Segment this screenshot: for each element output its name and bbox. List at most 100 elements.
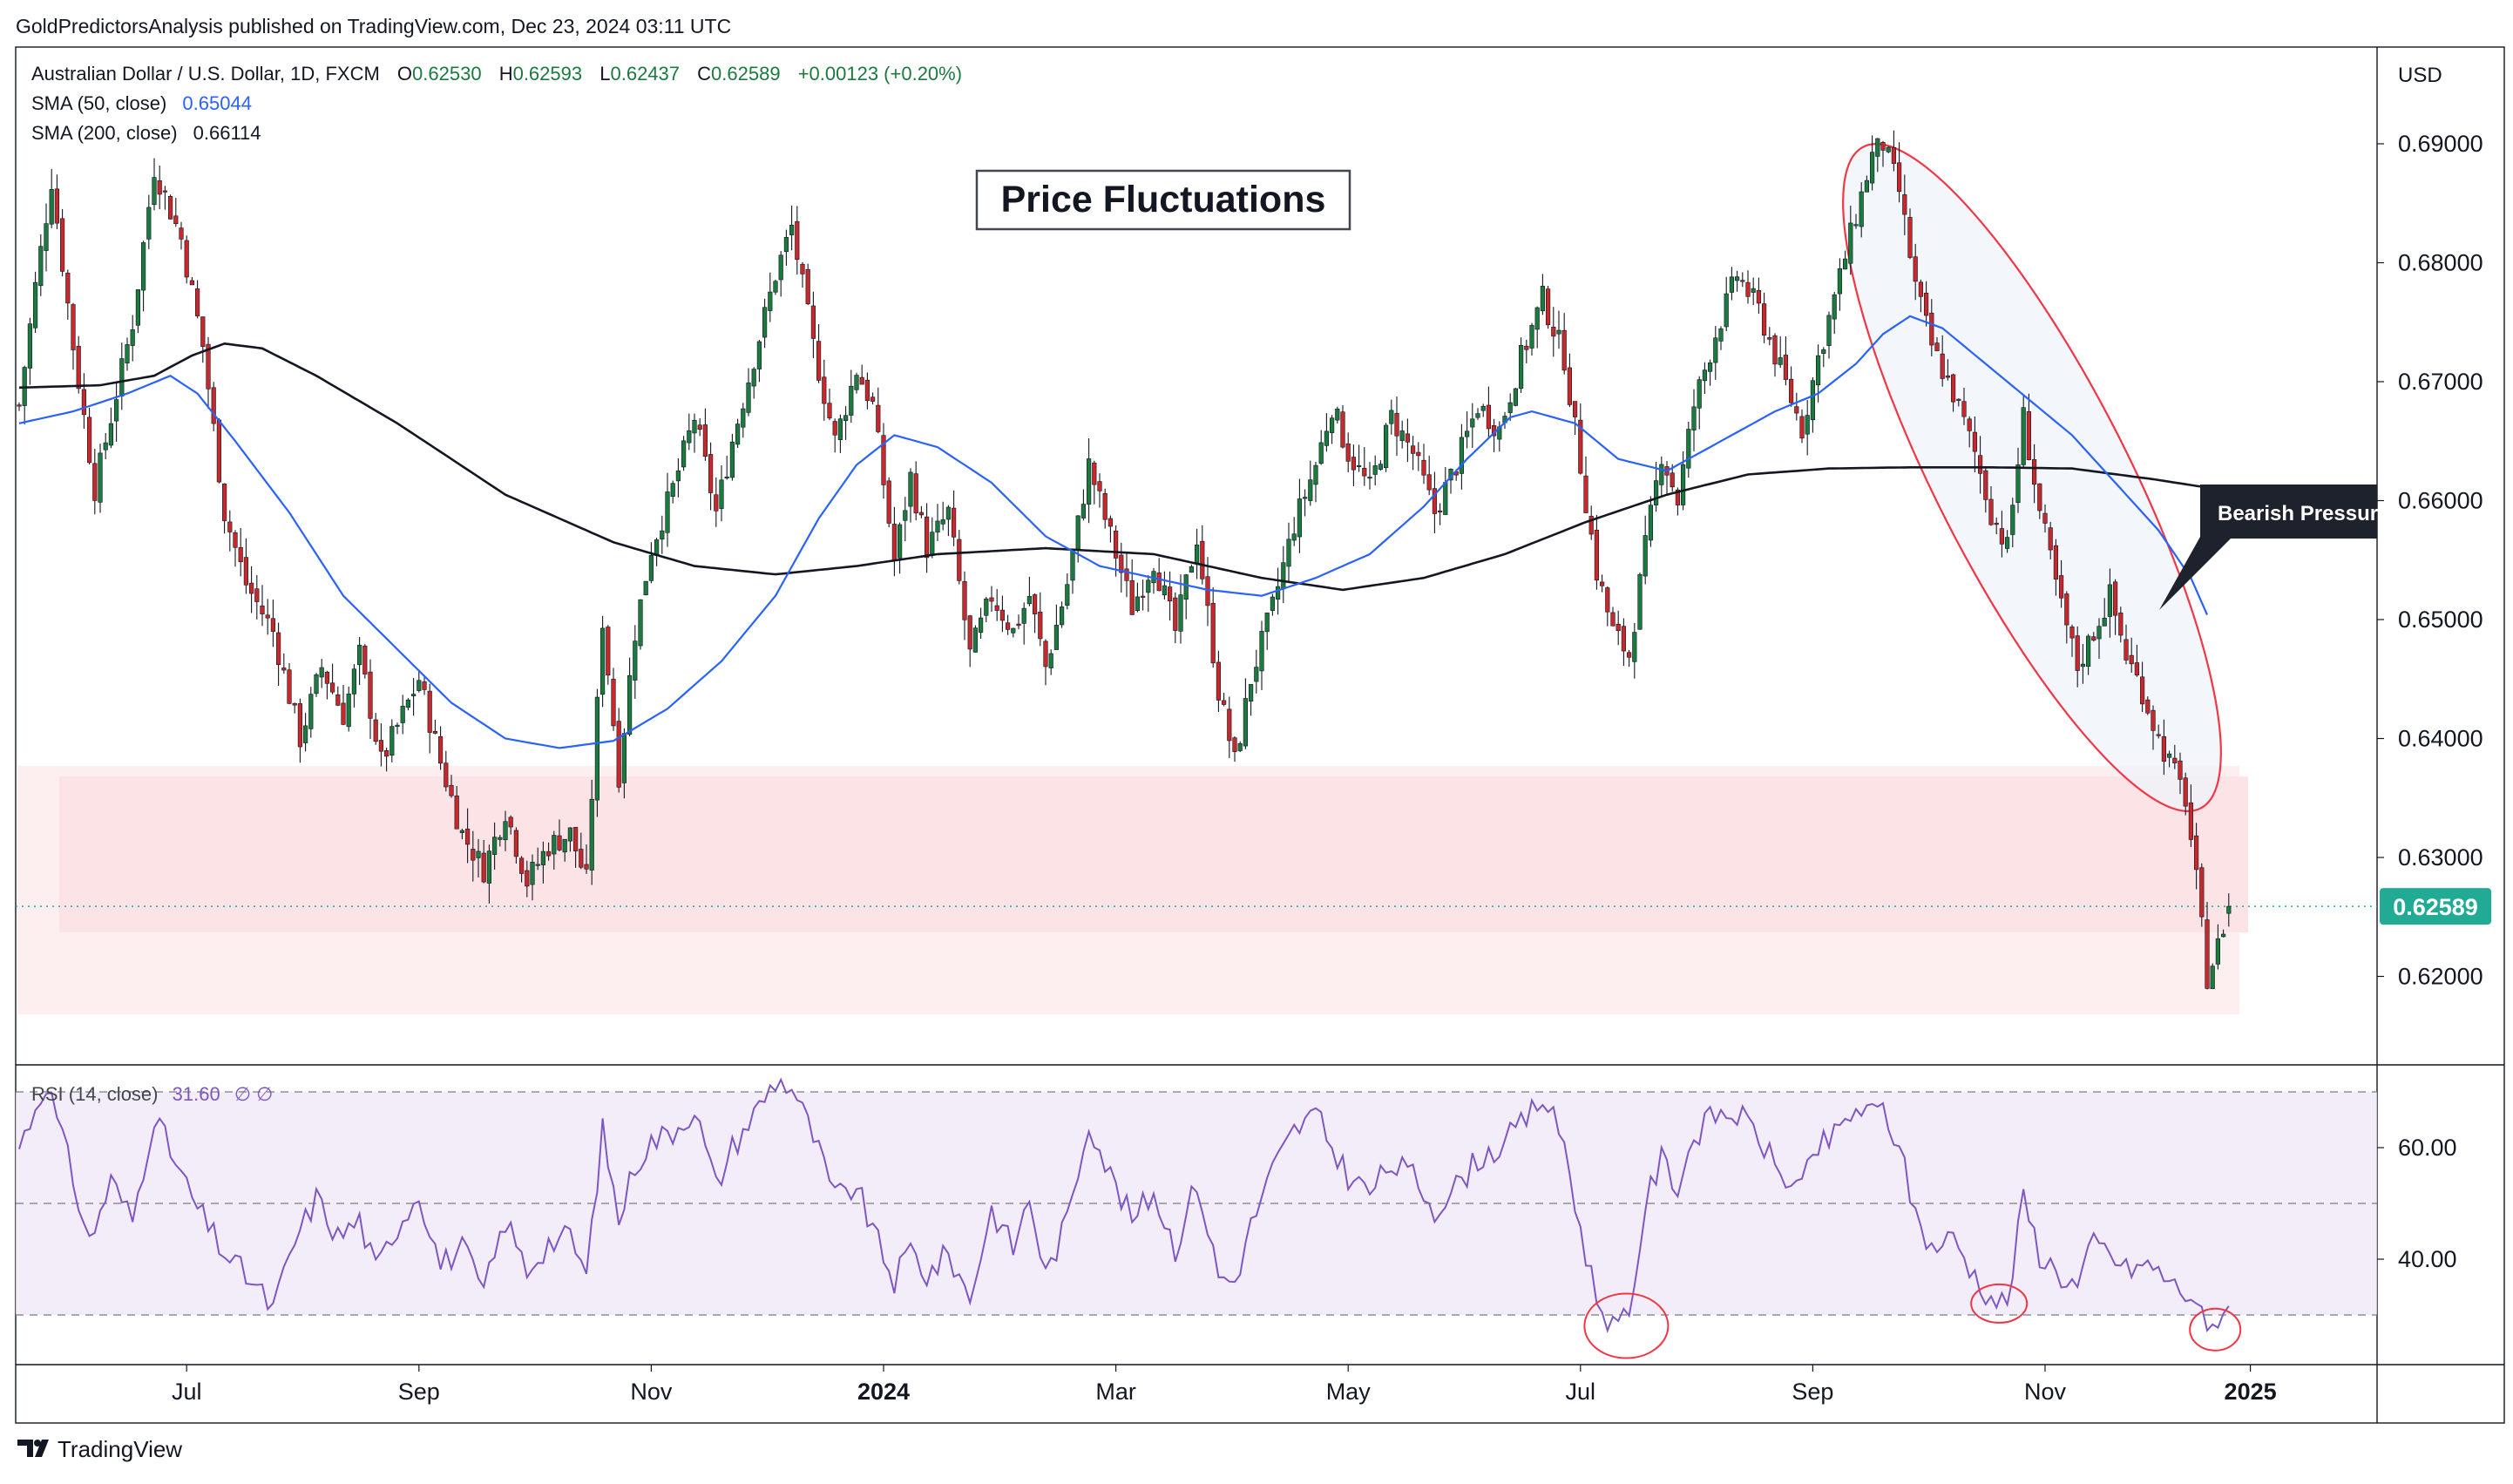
candle-body <box>1902 194 1907 215</box>
legend-sma50-line: SMA (50, close) 0.65044 <box>31 92 252 114</box>
candle-body <box>98 452 103 503</box>
candle-body <box>1616 623 1621 632</box>
candle-body <box>275 632 281 665</box>
candle-body <box>1189 566 1194 573</box>
candle-body <box>2096 626 2102 640</box>
candle-body <box>1929 312 1934 346</box>
candle-body <box>1330 417 1335 433</box>
candle-body <box>265 614 270 619</box>
candle-body <box>810 305 816 339</box>
legend-sma50-value: 0.65044 <box>182 92 252 114</box>
candle-body <box>1972 431 1978 452</box>
candle-body <box>1080 504 1086 518</box>
candle-body <box>1891 146 1897 164</box>
candle-body <box>1794 406 1799 414</box>
candle-body <box>1146 579 1151 593</box>
rsi-low-circles <box>1583 1283 2242 1359</box>
candle-body <box>1724 293 1729 328</box>
candle-body <box>567 827 572 842</box>
candle-body <box>125 344 130 364</box>
candle-body <box>427 690 432 733</box>
candle-body <box>1097 481 1102 491</box>
candle-body <box>1886 146 1891 152</box>
rsi-line <box>18 1077 2230 1333</box>
candle-body <box>816 341 822 381</box>
candle-body <box>1821 349 1826 354</box>
candle-body <box>886 480 891 524</box>
candle-body <box>341 702 346 725</box>
candle-body <box>1443 482 1448 515</box>
candle-body <box>1718 328 1724 342</box>
candle-body <box>184 240 189 278</box>
candle-body <box>756 341 762 369</box>
candle-body <box>670 483 675 498</box>
candle-body <box>1070 550 1075 581</box>
candle-body <box>545 850 552 857</box>
price-tick-label: 0.68000 <box>2398 250 2483 276</box>
candle-body <box>1399 430 1405 441</box>
candle-body <box>972 627 978 653</box>
candle-body <box>1864 180 1870 193</box>
candle-body <box>795 220 800 261</box>
candle-body <box>1729 276 1734 293</box>
candle-body <box>135 289 141 326</box>
candle-body <box>1778 357 1783 365</box>
candle-body <box>314 674 319 695</box>
candle-body <box>2026 411 2032 460</box>
candle-body <box>1129 579 1135 615</box>
candle-body <box>270 618 276 632</box>
sma50-line <box>18 315 2209 749</box>
candle-body <box>843 415 849 422</box>
candle-body <box>179 227 184 240</box>
candle-body <box>373 719 378 742</box>
candle-body <box>292 702 297 706</box>
candle-body <box>378 740 384 752</box>
candle-body <box>1480 405 1486 411</box>
candle-body <box>195 288 200 316</box>
candle-body <box>1983 470 1988 500</box>
candle-body <box>1632 632 1637 662</box>
candle-body <box>984 598 989 616</box>
candle-body <box>665 491 670 533</box>
candle-body <box>979 617 984 634</box>
candle-body <box>935 520 940 532</box>
bearish-callout-bg <box>2200 485 2377 539</box>
candle-body <box>346 694 351 728</box>
candles <box>17 130 2232 990</box>
candle-body <box>584 864 589 870</box>
candle-body <box>1583 475 1588 513</box>
candle-body <box>1853 224 1859 227</box>
candle-body <box>1934 342 1940 351</box>
candle-body <box>1465 430 1470 437</box>
tradingview-logo-dot <box>34 1440 41 1447</box>
candle-body <box>1654 480 1659 505</box>
candle-body <box>735 424 741 445</box>
candle-body <box>152 177 157 206</box>
candle-body <box>1378 464 1383 470</box>
candle-body <box>1432 488 1437 514</box>
publisher-line: GoldPredictorsAnalysis published on Trad… <box>16 15 731 37</box>
candle-body <box>1254 667 1259 682</box>
candle-body <box>1735 276 1740 281</box>
candle-body <box>2048 527 2053 551</box>
candle-body <box>2145 699 2151 714</box>
candle-body <box>1507 402 1513 413</box>
legend-close: C <box>697 63 711 85</box>
candle-body <box>692 420 697 434</box>
candle-body <box>1065 584 1070 606</box>
candle-body <box>1205 576 1210 606</box>
candle-body <box>1610 612 1616 627</box>
candle-body <box>383 749 389 757</box>
candle-body <box>238 546 243 563</box>
candle-body <box>1524 345 1529 350</box>
candle-body <box>329 682 335 693</box>
candle-body <box>913 473 918 514</box>
candle-body <box>518 857 525 874</box>
candle-body <box>1540 286 1545 312</box>
candle-body <box>1411 445 1416 454</box>
candle-body <box>1367 477 1372 479</box>
candle-body <box>1594 529 1599 581</box>
candle-body <box>2210 966 2215 989</box>
candle-body <box>1561 329 1567 371</box>
candle-body <box>1114 530 1119 559</box>
